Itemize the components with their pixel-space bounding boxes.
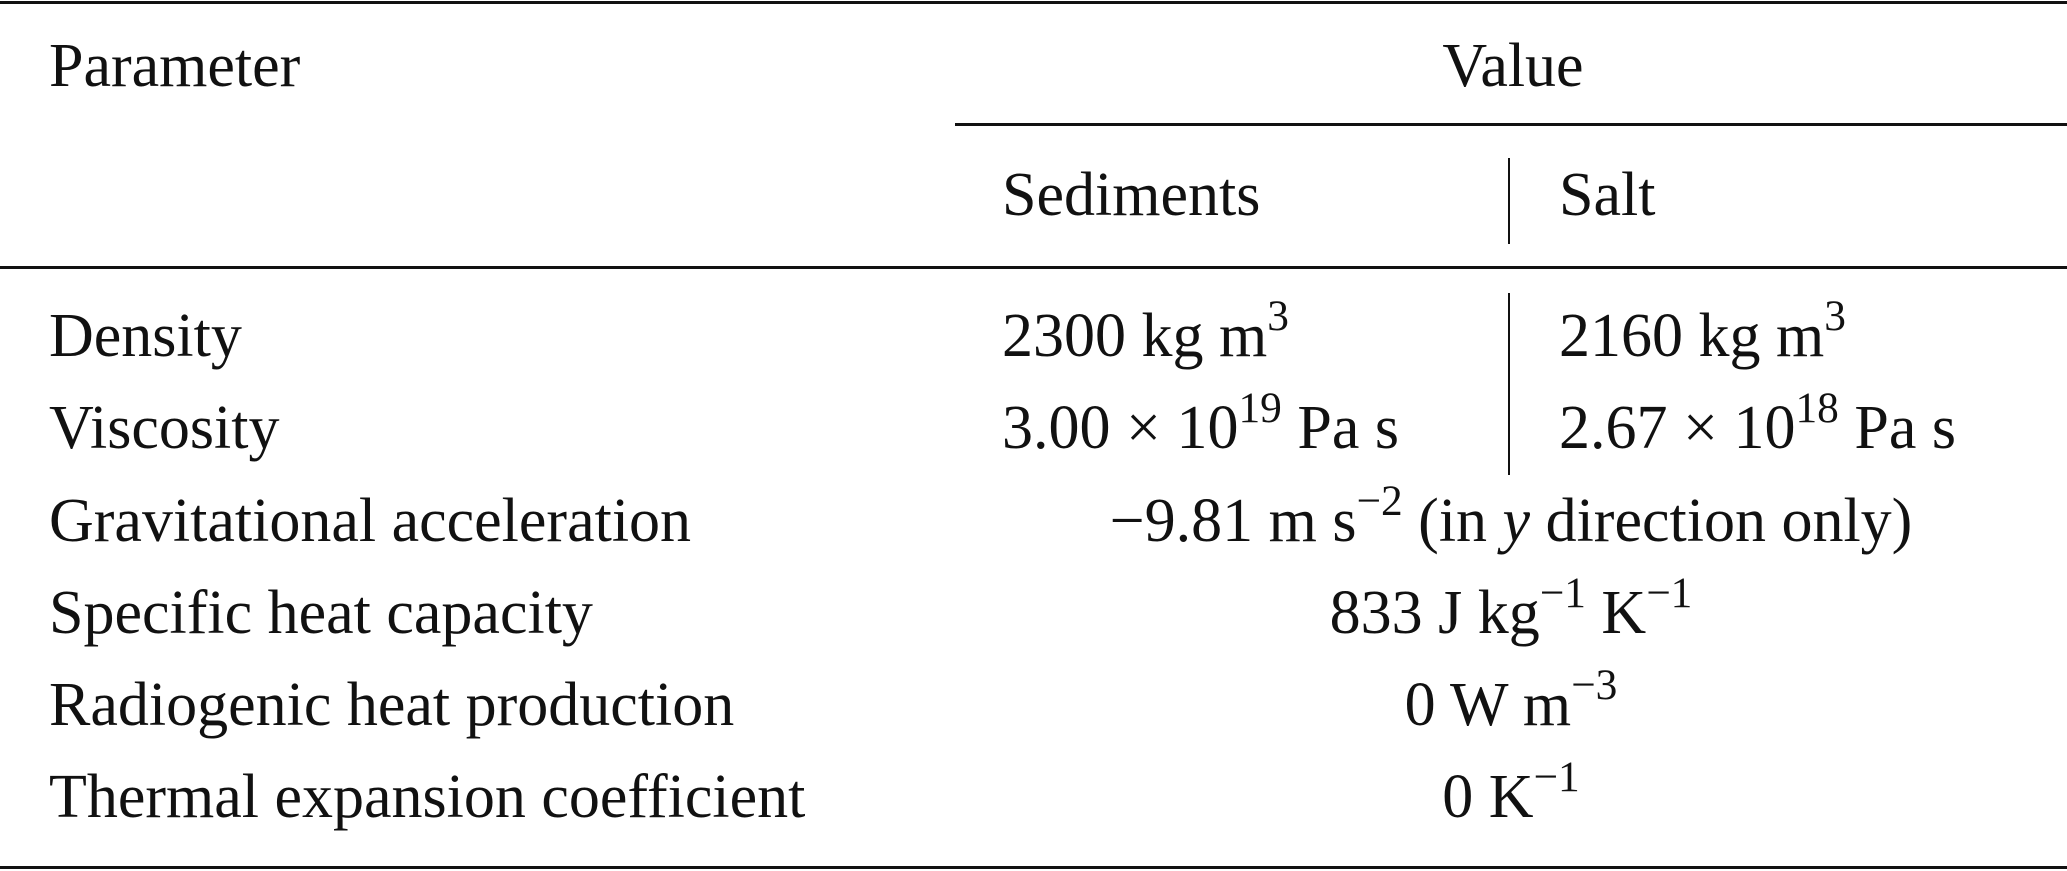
text: −9.81 m s bbox=[1109, 487, 1357, 555]
salt-cell: 2160 kg m3 bbox=[1559, 292, 1846, 376]
text: Pa s bbox=[1838, 394, 1956, 462]
text: 833 J kg bbox=[1329, 579, 1540, 647]
superscript: −2 bbox=[1356, 476, 1403, 525]
sediments-cell: 2300 kg m3 bbox=[1002, 292, 1289, 376]
value-cell: −9.81 m s−2 (in y direction only) bbox=[1109, 477, 1913, 561]
italic-text: y bbox=[1502, 487, 1531, 555]
column-divider bbox=[1508, 158, 1510, 244]
text: 0 W m bbox=[1404, 671, 1572, 739]
superscript: 18 bbox=[1795, 383, 1839, 432]
bottom-rule bbox=[0, 866, 2067, 869]
text: K bbox=[1585, 579, 1647, 647]
text: 2160 kg m bbox=[1559, 302, 1825, 370]
text: direction only) bbox=[1530, 487, 1913, 555]
value-cell: 0 K−1 bbox=[1442, 753, 1579, 837]
text: 2.67 × 10 bbox=[1559, 394, 1796, 462]
header-parameter: Parameter bbox=[49, 32, 301, 100]
salt-cell: 2.67 × 1018 Pa s bbox=[1559, 384, 1956, 468]
superscript: 3 bbox=[1267, 291, 1289, 340]
parameter-cell: Viscosity bbox=[49, 394, 280, 462]
value-cell: 0 W m−3 bbox=[1404, 661, 1618, 745]
parameter-cell: Density bbox=[49, 302, 242, 370]
text: (in bbox=[1402, 487, 1503, 555]
superscript: −3 bbox=[1571, 660, 1618, 709]
parameter-cell: Thermal expansion coefficient bbox=[49, 763, 806, 831]
text: 3.00 × 10 bbox=[1002, 394, 1239, 462]
superscript: −1 bbox=[1533, 752, 1580, 801]
parameter-cell: Radiogenic heat production bbox=[49, 671, 735, 739]
superscript: 19 bbox=[1238, 383, 1282, 432]
superscript: 3 bbox=[1824, 291, 1846, 340]
superscript: −1 bbox=[1539, 568, 1586, 617]
value-cell: 833 J kg−1 K−1 bbox=[1329, 569, 1693, 653]
text: Pa s bbox=[1281, 394, 1399, 462]
top-rule bbox=[0, 1, 2067, 4]
header-sediments: Sediments bbox=[1002, 161, 1261, 229]
parameter-cell: Gravitational acceleration bbox=[49, 487, 692, 555]
value-rule bbox=[955, 123, 2067, 126]
header-value: Value bbox=[1442, 32, 1584, 100]
mid-rule bbox=[0, 266, 2067, 269]
text: 2300 kg m bbox=[1002, 302, 1268, 370]
column-divider bbox=[1508, 293, 1510, 475]
superscript: −1 bbox=[1646, 568, 1693, 617]
sediments-cell: 3.00 × 1019 Pa s bbox=[1002, 384, 1399, 468]
parameter-cell: Specific heat capacity bbox=[49, 579, 593, 647]
text: 0 K bbox=[1442, 763, 1534, 831]
header-salt: Salt bbox=[1559, 161, 1656, 229]
